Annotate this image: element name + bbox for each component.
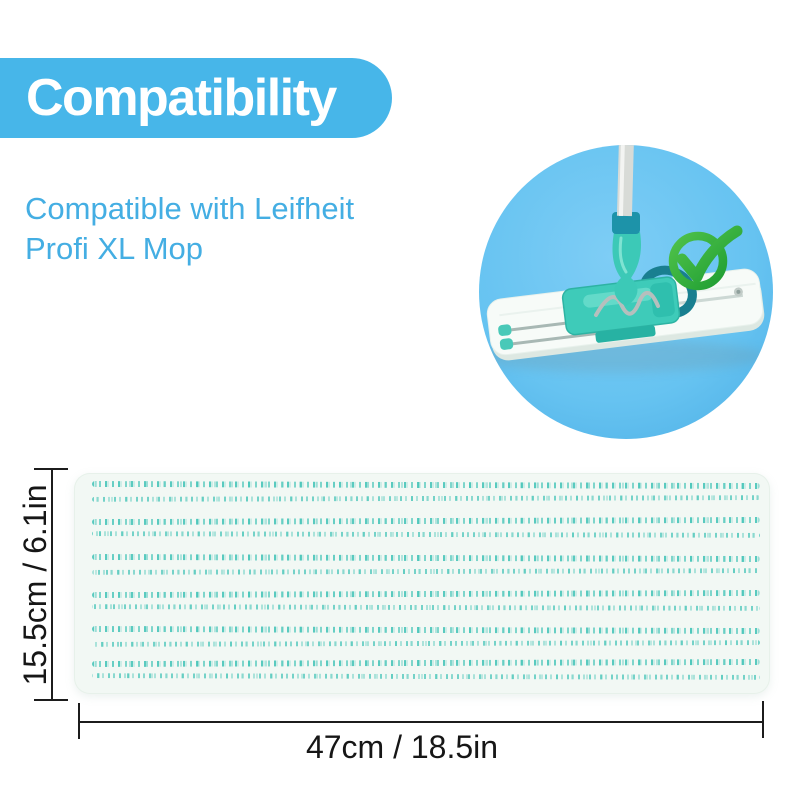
height-dimension-cap-bottom [34,699,68,701]
pad-stripe [91,589,761,599]
pad-stripe [91,658,761,668]
pad-stripe [91,640,761,647]
mop-collar [612,212,640,234]
height-dimension-line [51,469,53,700]
pad-stripe [91,516,761,526]
width-dimension-label: 47cm / 18.5in [305,729,499,765]
width-dimension-line [79,721,763,723]
subtitle-line-2: Profi XL Mop [25,231,204,266]
mop-wire [594,290,660,317]
width-dimension-cap-left [78,703,80,739]
pad-stripe [91,625,761,635]
compatibility-banner: Compatibility [0,58,392,138]
pad-stripe [91,568,761,575]
compatibility-photo [479,145,773,439]
mop-pole [616,145,634,217]
width-dimension-cap-right [762,701,764,738]
pad-stripe [91,495,761,502]
height-dimension-label: 15.5cm / 6.1in [17,484,53,686]
page-title: Compatibility [26,69,337,127]
mop-pad-product-image [74,473,770,694]
pad-stripe [91,480,761,490]
checkmark-icon [668,225,743,291]
pad-stripe [91,553,761,563]
mop-grip-highlight [618,236,628,274]
height-dimension-cap-top [34,468,68,470]
subtitle-line-1: Compatible with Leifheit [25,191,355,226]
compatibility-subtitle: Compatible with Leifheit Profi XL Mop [25,189,354,269]
pad-stripe [91,531,761,538]
pad-stripe [91,673,761,680]
pad-stripe [91,604,761,611]
